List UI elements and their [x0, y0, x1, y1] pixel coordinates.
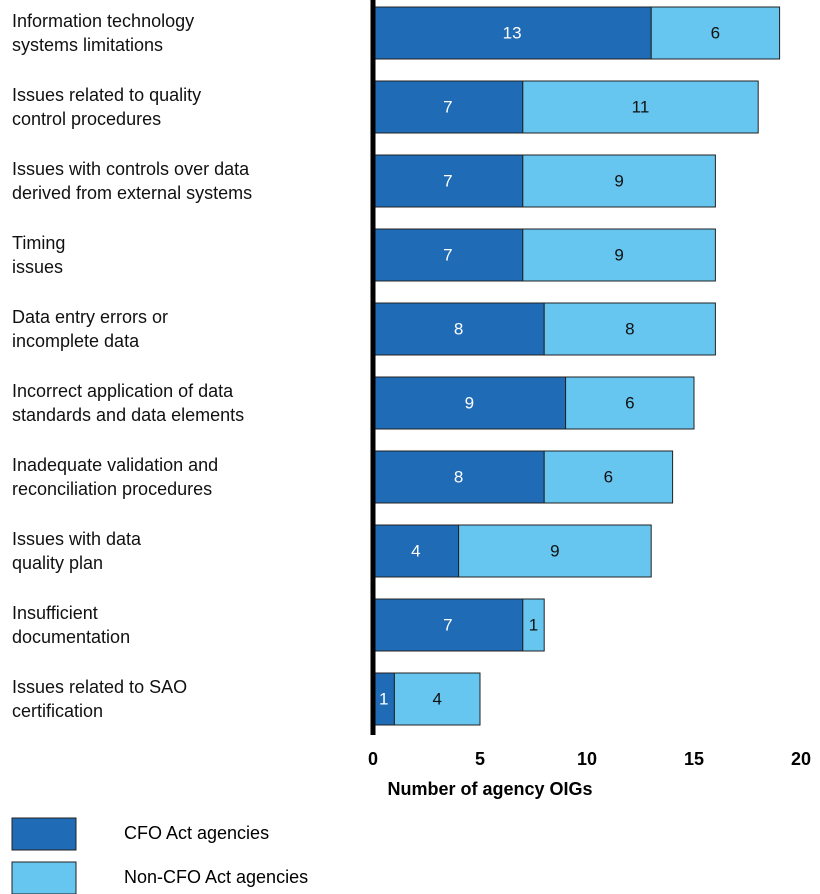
bar-segment: [650, 6, 781, 60]
legend-label: Non-CFO Act agencies: [124, 867, 308, 887]
bar-segment: [522, 154, 716, 208]
value-label: 1: [529, 615, 538, 634]
value-label: 1: [379, 689, 388, 708]
bar-segment: [543, 450, 674, 504]
x-axis-title: Number of agency OIGs: [387, 779, 592, 799]
value-label: 7: [443, 245, 452, 264]
category-label: Timing issues: [12, 233, 66, 277]
x-tick-label: 20: [791, 749, 811, 769]
legend-swatch: [11, 861, 77, 894]
value-label: 4: [432, 689, 441, 708]
category-label: Issues related to quality control proced…: [12, 85, 202, 129]
value-label: 7: [443, 97, 452, 116]
legend-label: CFO Act agencies: [124, 823, 269, 843]
value-label: 4: [411, 541, 420, 560]
value-label: 9: [614, 171, 623, 190]
bar-segment: [522, 80, 759, 134]
bar-segment: [458, 524, 652, 578]
value-label: 7: [443, 171, 452, 190]
category-label: Issues with controls over data derived f…: [12, 159, 253, 203]
x-tick-label: 0: [368, 749, 378, 769]
x-tick-label: 5: [475, 749, 485, 769]
value-label: 7: [443, 615, 452, 634]
category-label: Issues related to SAO certification: [12, 677, 188, 721]
category-label: Insufficient documentation: [12, 603, 131, 647]
category-label: Data entry errors or incomplete data: [12, 307, 169, 351]
bar-segment: [522, 598, 545, 652]
value-label: 13: [503, 23, 522, 42]
x-tick-label: 15: [684, 749, 704, 769]
bar-segment: [393, 672, 481, 726]
bar-segment: [372, 450, 545, 504]
value-label: 8: [454, 467, 463, 486]
bar-segment: [372, 6, 652, 60]
category-label: Information technology systems limitatio…: [12, 11, 195, 55]
value-label: 9: [550, 541, 559, 560]
bar-segment: [522, 228, 716, 282]
bar-segment: [565, 376, 695, 430]
value-label: 9: [614, 245, 623, 264]
legend-swatch: [11, 817, 77, 851]
category-label: Inadequate validation and reconciliation…: [12, 455, 219, 499]
bar-segment: [372, 154, 524, 208]
value-label: 8: [454, 319, 463, 338]
bar-segment: [372, 228, 524, 282]
x-tick-label: 10: [577, 749, 597, 769]
value-label: 9: [465, 393, 474, 412]
value-label: 8: [625, 319, 634, 338]
value-label: 11: [632, 97, 650, 116]
value-label: 6: [625, 393, 634, 412]
category-label: Issues with data quality plan: [12, 529, 142, 573]
bar-segment: [372, 80, 524, 134]
value-label: 6: [604, 467, 613, 486]
category-label: Incorrect application of data standards …: [12, 381, 245, 425]
value-label: 6: [711, 23, 720, 42]
bar-segment: [543, 302, 716, 356]
